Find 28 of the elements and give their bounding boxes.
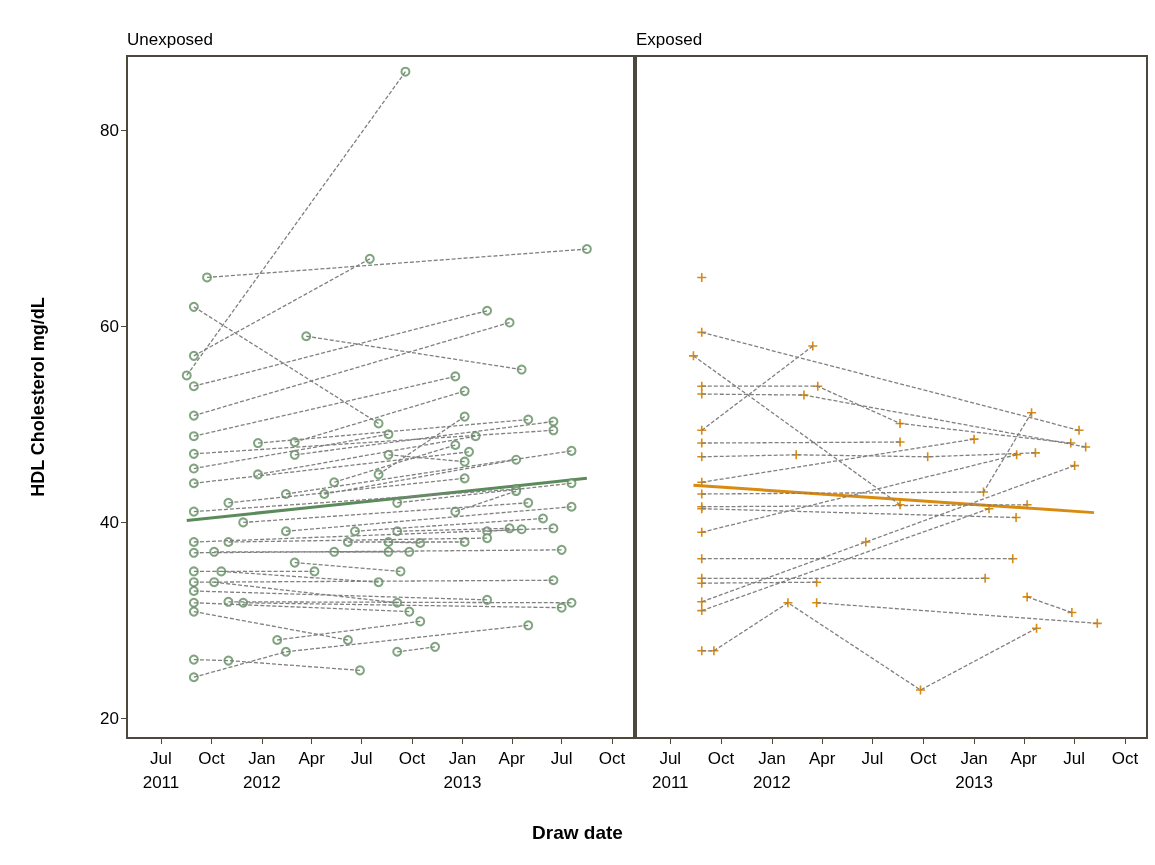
y-tick-label: 40 — [100, 512, 119, 532]
x-tick-label: Apr — [1010, 748, 1038, 768]
x-tick-label: Oct — [198, 748, 225, 768]
chart-title: Exposed — [636, 29, 703, 49]
x-tick-label: Oct — [707, 748, 735, 768]
y-axis-title: HDL Cholesterol mg/dL — [28, 297, 48, 497]
x-tick-label: Apr — [808, 748, 836, 768]
x-tick-label: Jul 2011 — [142, 748, 180, 792]
x-axis-title: Draw date — [531, 822, 624, 844]
x-tick-label: Jul — [550, 748, 573, 768]
y-tick-label: 60 — [100, 316, 119, 336]
x-tick-label: Oct — [598, 748, 626, 768]
x-tick-label: Oct — [1111, 748, 1139, 768]
x-tick-label: Jan 2013 — [955, 748, 993, 792]
x-tick-label: Jan 2012 — [752, 748, 791, 792]
y-tick-label: 80 — [100, 120, 119, 140]
x-tick-label: Jan 2012 — [242, 748, 281, 792]
chart-title: Unexposed — [127, 29, 214, 49]
x-tick-label: Jul — [1063, 748, 1085, 768]
x-tick-label: Jul — [350, 748, 373, 768]
x-tick-label: Apr — [498, 748, 526, 768]
x-tick-label: Jan 2013 — [443, 748, 482, 792]
y-tick-label: 20 — [100, 708, 119, 728]
x-tick-label: Jul — [861, 748, 884, 768]
x-tick-label: Apr — [298, 748, 326, 768]
x-tick-label: Oct — [398, 748, 426, 768]
x-tick-label: Jul 2011 — [651, 748, 689, 792]
x-tick-label: Oct — [910, 748, 937, 768]
